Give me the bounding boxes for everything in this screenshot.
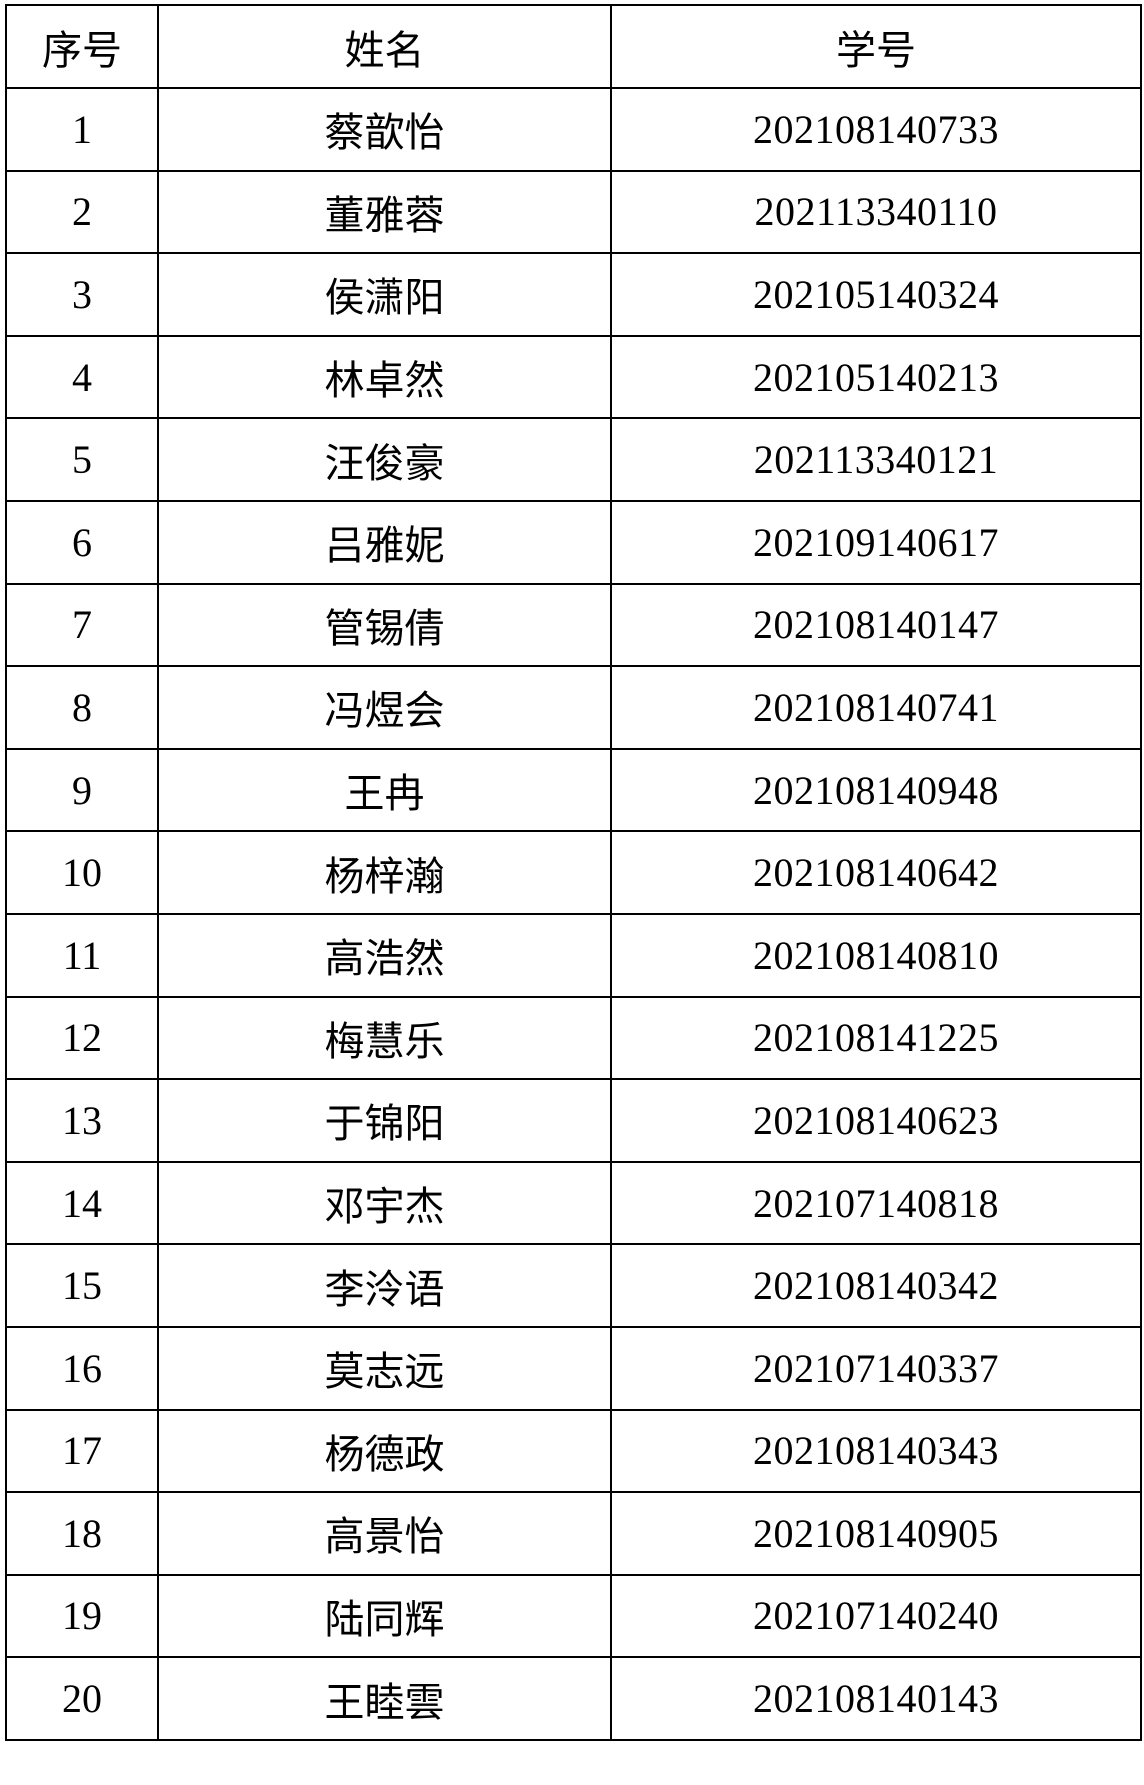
student-name: 王冉 [157,747,612,833]
row-number: 15 [5,1243,159,1328]
student-table: 序号 姓名 学号 1 蔡歆怡 202108140733 2 董雅蓉 20211334011… [5,4,1142,1741]
student-id: 202108140948 [610,747,1142,833]
row-number: 5 [5,417,159,502]
row-number: 9 [5,747,159,833]
table-body: 1 蔡歆怡 202108140733 2 董雅蓉 202113340110 3 侯潇阳 2021… [5,87,1142,1741]
student-id: 202108141225 [610,995,1142,1081]
header-number: 序号 [5,4,159,89]
table-row: 17 杨德政 202108140343 [5,1408,1142,1494]
table-row: 9 王冉 202108140948 [5,747,1142,833]
student-name: 梅慧乐 [157,995,612,1081]
row-number: 11 [5,912,159,998]
row-number: 17 [5,1408,159,1494]
student-id: 202108140143 [610,1656,1142,1741]
student-id: 202113340121 [610,417,1142,502]
student-id: 202108140741 [610,665,1142,750]
table-row: 1 蔡歆怡 202108140733 [5,87,1142,172]
table-row: 12 梅慧乐 202108141225 [5,995,1142,1081]
student-name: 杨德政 [157,1408,612,1494]
student-name: 吕雅妮 [157,499,612,585]
student-name: 林卓然 [157,334,612,420]
student-name: 高浩然 [157,912,612,998]
row-number: 14 [5,1160,159,1246]
student-name: 高景怡 [157,1491,612,1576]
student-id: 202108140733 [610,87,1142,172]
table-row: 16 莫志远 202107140337 [5,1325,1142,1411]
row-number: 13 [5,1078,159,1163]
student-id: 202108140642 [610,830,1142,915]
student-name: 汪俊豪 [157,417,612,502]
student-name: 管锡倩 [157,582,612,668]
student-id: 202105140324 [610,252,1142,337]
table-row: 8 冯煜会 202108140741 [5,665,1142,750]
student-name: 邓宇杰 [157,1160,612,1246]
table-row: 4 林卓然 202105140213 [5,334,1142,420]
table-row: 5 汪俊豪 202113340121 [5,417,1142,502]
student-id: 202108140343 [610,1408,1142,1494]
table-row: 11 高浩然 202108140810 [5,912,1142,998]
header-row: 序号 姓名 学号 [5,4,1142,89]
student-name: 董雅蓉 [157,169,612,255]
table-row: 15 李泠语 202108140342 [5,1243,1142,1328]
row-number: 1 [5,87,159,172]
student-id: 202108140623 [610,1078,1142,1163]
row-number: 8 [5,665,159,750]
student-id: 202107140337 [610,1325,1142,1411]
row-number: 3 [5,252,159,337]
student-id: 202107140818 [610,1160,1142,1246]
student-name: 侯潇阳 [157,252,612,337]
table-row: 14 邓宇杰 202107140818 [5,1160,1142,1246]
student-name: 冯煜会 [157,665,612,750]
table-row: 19 陆同辉 202107140240 [5,1573,1142,1659]
student-name: 莫志远 [157,1325,612,1411]
row-number: 2 [5,169,159,255]
table-row: 3 侯潇阳 202105140324 [5,252,1142,337]
table-row: 2 董雅蓉 202113340110 [5,169,1142,255]
header-student-id: 学号 [610,4,1142,89]
table-row: 13 于锦阳 202108140623 [5,1078,1142,1163]
row-number: 6 [5,499,159,585]
row-number: 12 [5,995,159,1081]
student-id: 202108140810 [610,912,1142,998]
row-number: 20 [5,1656,159,1741]
student-name: 王睦雲 [157,1656,612,1741]
student-id: 202108140905 [610,1491,1142,1576]
row-number: 18 [5,1491,159,1576]
row-number: 19 [5,1573,159,1659]
student-name: 陆同辉 [157,1573,612,1659]
header-name: 姓名 [157,4,612,89]
table-row: 6 吕雅妮 202109140617 [5,499,1142,585]
student-id: 202108140342 [610,1243,1142,1328]
student-id: 202109140617 [610,499,1142,585]
table-row: 10 杨梓瀚 202108140642 [5,830,1142,915]
student-id: 202108140147 [610,582,1142,668]
student-id: 202113340110 [610,169,1142,255]
table-row: 7 管锡倩 202108140147 [5,582,1142,668]
student-id: 202107140240 [610,1573,1142,1659]
table-row: 18 高景怡 202108140905 [5,1491,1142,1576]
row-number: 7 [5,582,159,668]
row-number: 4 [5,334,159,420]
student-name: 蔡歆怡 [157,87,612,172]
row-number: 10 [5,830,159,915]
student-name: 杨梓瀚 [157,830,612,915]
student-id: 202105140213 [610,334,1142,420]
table-row: 20 王睦雲 202108140143 [5,1656,1142,1741]
student-name: 李泠语 [157,1243,612,1328]
student-name: 于锦阳 [157,1078,612,1163]
row-number: 16 [5,1325,159,1411]
